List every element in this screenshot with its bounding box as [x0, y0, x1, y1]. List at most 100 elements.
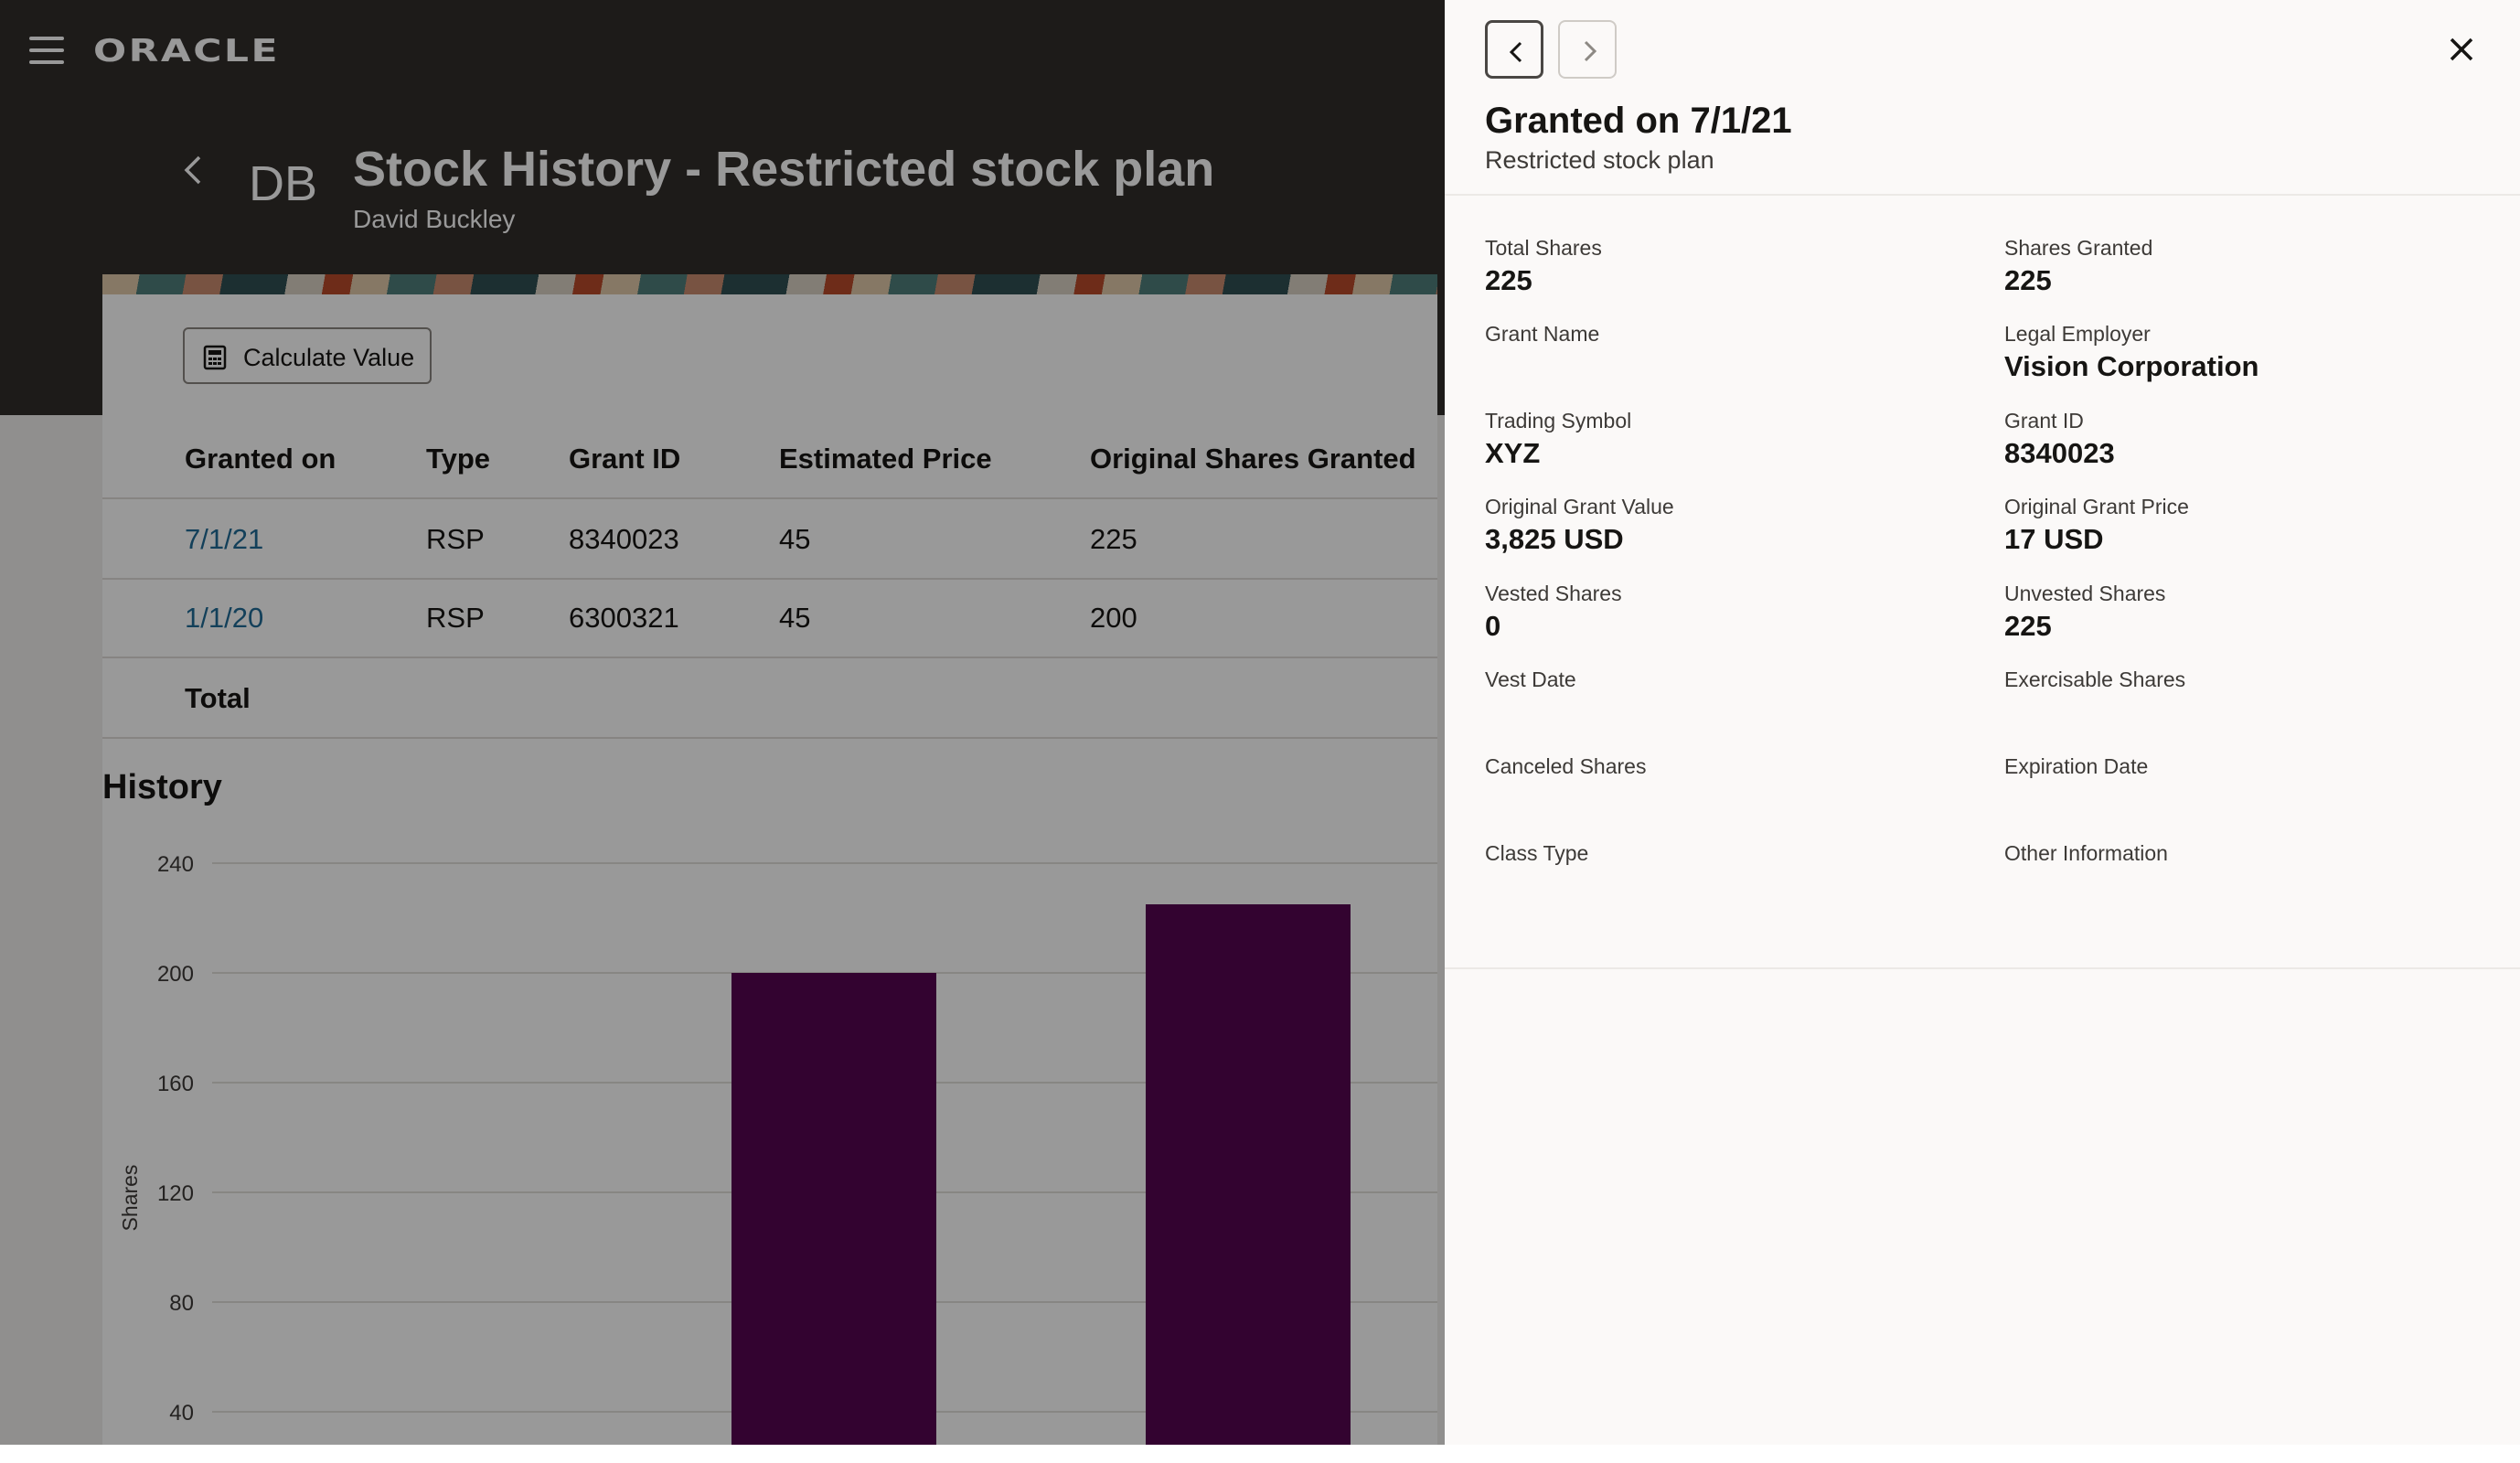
field-value: 0 — [1485, 610, 1501, 642]
field-class-type: Class Type — [1485, 841, 1979, 902]
modal-overlay[interactable] — [0, 0, 1445, 1445]
field-label: Grant ID — [2004, 409, 2084, 432]
calculate-value-button[interactable]: Calculate Value — [183, 327, 432, 384]
type-cell: RSP — [426, 523, 485, 555]
chevron-left-icon — [1509, 41, 1522, 63]
divider — [1445, 194, 2520, 196]
divider — [102, 497, 1437, 499]
back-chevron-icon[interactable] — [181, 154, 205, 187]
field-grant-id: Grant ID 8340023 — [2004, 409, 2498, 470]
field-vested-shares: Vested Shares 0 — [1485, 582, 1979, 643]
close-drawer-button[interactable] — [2447, 35, 2476, 64]
field-value — [1485, 783, 1979, 816]
field-value: XYZ — [1485, 437, 1541, 469]
chevron-right-icon — [1584, 40, 1597, 62]
field-label: Original Grant Value — [1485, 495, 1674, 518]
y-tick-label: 200 — [157, 962, 194, 987]
original-shares-cell: 225 — [1090, 523, 1137, 555]
field-value — [1485, 696, 1979, 729]
y-tick-label: 240 — [157, 852, 194, 877]
bar-7-1-21 — [1146, 904, 1351, 1445]
field-label: Trading Symbol — [1485, 409, 1632, 432]
column-header-grant-id[interactable]: Grant ID — [569, 443, 681, 475]
y-tick-label: 80 — [169, 1291, 194, 1316]
field-label: Exercisable Shares — [2004, 667, 2186, 691]
total-label: Total — [185, 682, 251, 714]
field-value: 3,825 USD — [1485, 523, 1624, 555]
type-cell: RSP — [426, 602, 485, 634]
field-value: 8340023 — [2004, 437, 2115, 469]
field-canceled-shares: Canceled Shares — [1485, 754, 1979, 816]
page-subtitle: David Buckley — [353, 205, 516, 233]
divider — [102, 737, 1437, 739]
page-title: Stock History - Restricted stock plan — [353, 142, 1215, 197]
field-exercisable-shares: Exercisable Shares — [2004, 667, 2498, 729]
field-expiration-date: Expiration Date — [2004, 754, 2498, 816]
field-label: Other Information — [2004, 841, 2168, 865]
decorative-banner — [102, 274, 1437, 294]
hamburger-menu-icon[interactable] — [29, 37, 64, 64]
close-icon — [2450, 37, 2473, 61]
field-value: 225 — [2004, 610, 2052, 642]
y-tick-label: 120 — [157, 1181, 194, 1206]
field-original-grant-price: Original Grant Price 17 USD — [2004, 495, 2498, 556]
field-value — [1485, 870, 1979, 902]
granted-on-link[interactable]: 1/1/20 — [185, 602, 264, 634]
column-header-estimated-price[interactable]: Estimated Price — [779, 443, 992, 475]
estimated-price-cell: 45 — [779, 523, 811, 555]
field-label: Vested Shares — [1485, 582, 1622, 605]
field-value: Vision Corporation — [2004, 350, 2259, 382]
drawer-title: Granted on 7/1/21 — [1485, 101, 1792, 141]
grant-id-cell: 8340023 — [569, 523, 679, 555]
calculate-value-label: Calculate Value — [243, 344, 415, 371]
field-grant-name: Grant Name — [1485, 322, 1979, 383]
original-shares-cell: 200 — [1090, 602, 1137, 634]
field-label: Unvested Shares — [2004, 582, 2166, 605]
oracle-logo[interactable]: ORACLE — [93, 33, 281, 69]
field-unvested-shares: Unvested Shares 225 — [2004, 582, 2498, 643]
field-value: 17 USD — [2004, 523, 2104, 555]
field-label: Expiration Date — [2004, 754, 2149, 778]
grant-id-cell: 6300321 — [569, 602, 679, 634]
previous-record-button[interactable] — [1485, 20, 1543, 79]
divider — [102, 657, 1437, 658]
column-header-granted-on[interactable]: Granted on — [185, 443, 336, 475]
field-value — [2004, 696, 2498, 729]
field-label: Original Grant Price — [2004, 495, 2189, 518]
field-trading-symbol: Trading Symbol XYZ — [1485, 409, 1979, 470]
y-axis-label: Shares — [118, 1165, 142, 1232]
field-value: 225 — [1485, 264, 1532, 296]
field-label: Grant Name — [1485, 322, 1600, 346]
column-header-original-shares[interactable]: Original Shares Granted — [1090, 443, 1416, 475]
grant-detail-drawer: Granted on 7/1/21 Restricted stock plan … — [1445, 0, 2520, 1445]
field-label: Vest Date — [1485, 667, 1576, 691]
next-record-button[interactable] — [1558, 20, 1617, 79]
y-tick-label: 40 — [169, 1401, 194, 1426]
field-total-shares: Total Shares 225 — [1485, 236, 1979, 297]
field-vest-date: Vest Date — [1485, 667, 1979, 729]
divider — [102, 578, 1437, 580]
divider — [1445, 967, 2520, 969]
estimated-price-cell: 45 — [779, 602, 811, 634]
field-label: Class Type — [1485, 841, 1589, 865]
avatar-initials: DB — [249, 156, 318, 211]
field-value: 225 — [2004, 264, 2052, 296]
field-label: Shares Granted — [2004, 236, 2153, 260]
history-heading: History — [102, 768, 222, 806]
field-original-grant-value: Original Grant Value 3,825 USD — [1485, 495, 1979, 556]
field-legal-employer: Legal Employer Vision Corporation — [2004, 322, 2498, 383]
field-other-information: Other Information — [2004, 841, 2498, 902]
field-value — [2004, 783, 2498, 816]
field-value — [1485, 350, 1979, 383]
column-header-type[interactable]: Type — [426, 443, 491, 475]
history-bar-chart: 40 80 120 160 200 240 Shares — [118, 852, 1437, 1445]
field-value — [2004, 870, 2498, 902]
drawer-subtitle: Restricted stock plan — [1485, 146, 1714, 174]
bar-1-1-20 — [731, 973, 936, 1445]
field-label: Total Shares — [1485, 236, 1602, 260]
granted-on-link[interactable]: 7/1/21 — [185, 523, 264, 555]
y-tick-label: 160 — [157, 1072, 194, 1096]
field-shares-granted: Shares Granted 225 — [2004, 236, 2498, 297]
calculator-icon — [203, 345, 227, 370]
field-label: Legal Employer — [2004, 322, 2151, 346]
